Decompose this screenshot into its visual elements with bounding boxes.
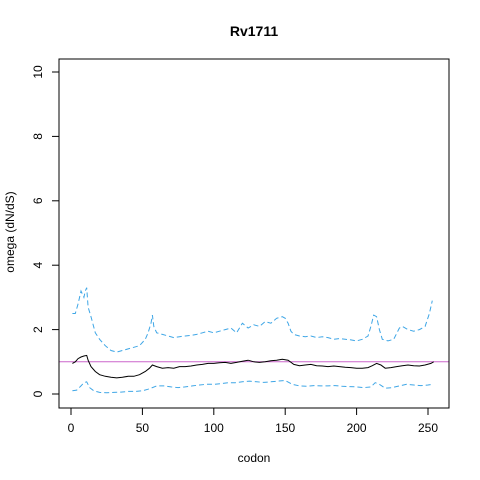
series-estimate bbox=[72, 354, 434, 379]
y-tick-label: 10 bbox=[31, 65, 45, 79]
x-tick-label: 150 bbox=[275, 421, 295, 435]
plot-frame bbox=[58, 58, 450, 409]
y-axis-label: omega (dN/dS) bbox=[3, 191, 17, 272]
plot-marks bbox=[59, 287, 449, 394]
x-tick-label: 100 bbox=[204, 421, 224, 435]
x-tick-label: 200 bbox=[347, 421, 367, 435]
chart-title: Rv1711 bbox=[230, 23, 278, 39]
x-tick-label: 0 bbox=[68, 421, 75, 435]
x-tick-label: 250 bbox=[418, 421, 438, 435]
y-tick-label: 2 bbox=[31, 326, 45, 333]
series-upper-bound bbox=[72, 287, 433, 353]
series-lower-bound bbox=[72, 379, 433, 394]
axis-ticks: 0 50 100 150 200 250 0 2 4 6 8 10 bbox=[31, 65, 438, 435]
y-tick-label: 0 bbox=[31, 390, 45, 397]
x-tick-label: 50 bbox=[136, 421, 150, 435]
y-tick-label: 8 bbox=[31, 133, 45, 140]
y-tick-label: 4 bbox=[31, 262, 45, 269]
x-axis-label: codon bbox=[238, 451, 271, 465]
y-tick-label: 6 bbox=[31, 197, 45, 204]
